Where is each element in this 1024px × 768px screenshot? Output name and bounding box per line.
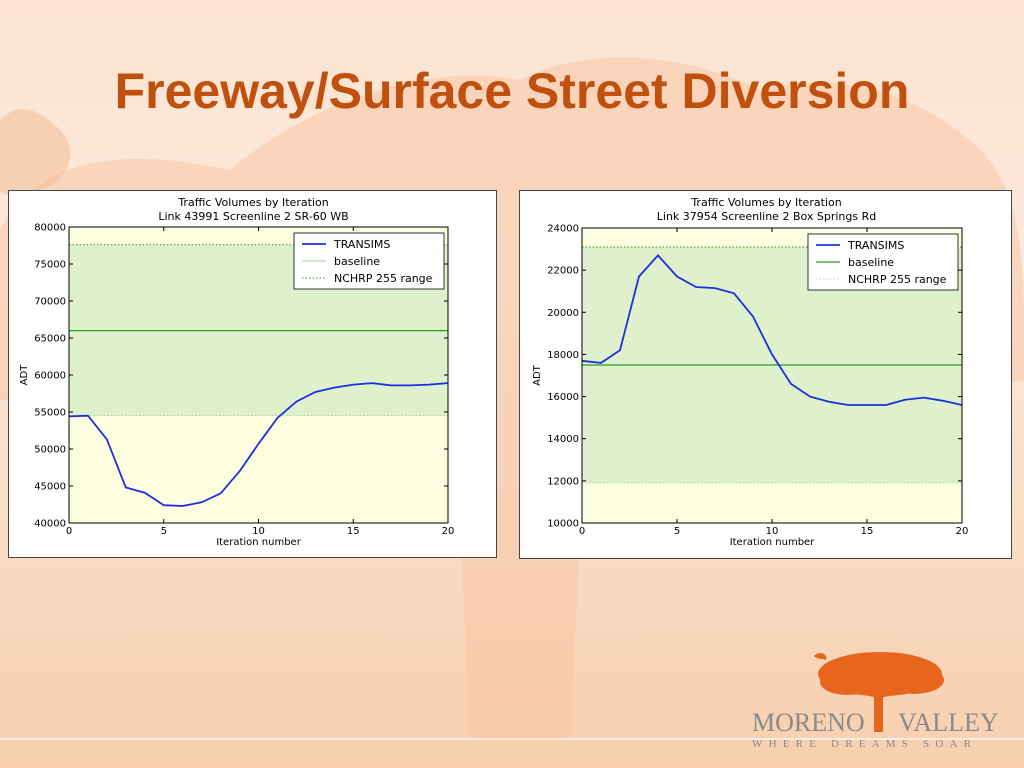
y-tick-label: 24000	[547, 224, 579, 235]
chart-subtitle: Link 37954 Screenline 2 Box Springs Rd	[657, 210, 876, 223]
transims-series-line	[581, 254, 963, 406]
y-tick-label: 16000	[547, 392, 579, 403]
x-tick-label: 10	[766, 526, 779, 537]
legend-label: baseline	[848, 256, 894, 269]
x-tick-label: 15	[347, 526, 360, 537]
chart-sr60: 0 5 10 15 20 40000 45000 50000 55000 60000 65000 70…	[19, 196, 455, 548]
logo-word-valley: VALLEY	[898, 708, 999, 737]
legend-label: TRANSIMS	[333, 238, 390, 251]
logo-tagline: WHERE DREAMS SOAR	[752, 738, 978, 750]
x-tick-label: 20	[442, 526, 455, 537]
x-axis-label: Iteration number	[730, 537, 816, 548]
y-tick-label: 12000	[547, 476, 579, 487]
y-tick-label: 45000	[34, 482, 66, 493]
y-tick-label: 75000	[34, 260, 66, 271]
chart-subtitle: Link 43991 Screenline 2 SR-60 WB	[158, 210, 348, 223]
legend-label: NCHRP 255 range	[334, 272, 433, 285]
x-tick-label: 20	[956, 526, 969, 537]
y-tick-label: 10000	[547, 519, 579, 530]
logo-tree-icon	[814, 652, 944, 732]
y-tick-label: 22000	[547, 266, 579, 277]
logo-word-moreno: MORENO	[752, 708, 865, 737]
y-tick-label: 14000	[547, 434, 579, 445]
y-tick-label: 20000	[547, 308, 579, 319]
chart-title: Traffic Volumes by Iteration	[177, 196, 328, 209]
legend-label: TRANSIMS	[847, 239, 904, 252]
y-tick-label: 40000	[34, 519, 66, 530]
y-tick-label: 18000	[547, 350, 579, 361]
chart-panel-left: 0 5 10 15 20 40000 45000 50000 55000 60000 65000 70…	[8, 190, 497, 558]
y-axis-label: ADT	[532, 364, 543, 386]
slide-title: Freeway/Surface Street Diversion	[114, 63, 910, 119]
moreno-valley-logo: MORENO VALLEY WHERE DREAMS SOAR	[748, 646, 1004, 756]
x-tick-label: 0	[66, 526, 72, 537]
legend-label: baseline	[334, 255, 380, 268]
y-axis-label: ADT	[19, 364, 30, 386]
x-axis-label: Iteration number	[216, 537, 302, 548]
chart-box-springs: 0 5 10 15 20 10000 12000 14000 16000 18000 20000 22…	[532, 196, 969, 548]
transims-series-line	[68, 382, 449, 507]
y-tick-label: 60000	[34, 371, 66, 382]
chart-title: Traffic Volumes by Iteration	[690, 196, 841, 209]
x-tick-label: 0	[579, 526, 585, 537]
y-tick-label: 50000	[34, 445, 66, 456]
legend-label: NCHRP 255 range	[848, 273, 947, 286]
y-tick-label: 70000	[34, 297, 66, 308]
y-tick-label: 65000	[34, 334, 66, 345]
x-tick-label: 5	[674, 526, 680, 537]
y-tick-label: 80000	[34, 223, 66, 234]
chart-panel-right: 0 5 10 15 20 10000 12000 14000 16000 18000 20000 22…	[519, 190, 1012, 559]
x-tick-label: 15	[861, 526, 874, 537]
legend-box	[293, 232, 445, 290]
y-tick-label: 55000	[34, 408, 66, 419]
x-tick-label: 5	[161, 526, 167, 537]
x-tick-label: 10	[252, 526, 265, 537]
